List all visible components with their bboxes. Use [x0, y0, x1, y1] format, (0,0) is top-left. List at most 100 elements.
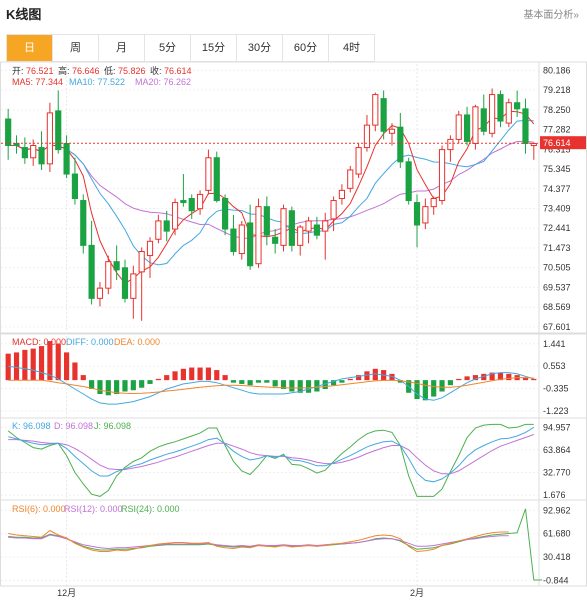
macd-bar — [339, 380, 345, 383]
macd-bar — [481, 373, 487, 381]
candle-body-down — [180, 200, 187, 204]
macd-bar — [356, 375, 362, 381]
macd-bar — [422, 380, 428, 401]
candle — [497, 90, 504, 128]
tab-30min[interactable]: 30分 — [237, 35, 283, 61]
kdj-y-tick: 94.957 — [543, 422, 571, 432]
candle-body-up — [46, 112, 53, 165]
d-legend: D: 96.098 — [54, 421, 93, 431]
candle — [238, 220, 245, 260]
candle — [438, 145, 446, 205]
fundamental-analysis-link[interactable]: 基本面分析» — [523, 10, 579, 21]
macd-bar — [347, 378, 353, 381]
candle-body-up — [330, 200, 337, 220]
candle — [121, 259, 129, 303]
tab-15min[interactable]: 15分 — [191, 35, 237, 61]
candle-body-down — [413, 202, 421, 226]
candle-body-down — [380, 98, 387, 132]
candle-body-down — [88, 244, 95, 299]
kdj-y-tick: 1.676 — [543, 490, 566, 500]
candle — [130, 265, 137, 319]
macd-bar — [105, 380, 111, 396]
candle — [88, 220, 95, 305]
tab-4hour[interactable]: 4时 — [329, 35, 374, 61]
candle-body-up — [280, 208, 287, 246]
candle — [63, 135, 70, 179]
candle-body-down — [21, 147, 28, 159]
macd-bar — [164, 375, 170, 381]
candle — [305, 216, 312, 244]
candle-body-down — [480, 108, 487, 132]
price-grid — [1, 69, 538, 328]
candle — [297, 224, 304, 256]
candle-body-up — [363, 124, 371, 149]
candle-body-up — [322, 220, 329, 232]
candle-body-up — [455, 114, 462, 140]
macd-bar — [130, 380, 136, 391]
x-tick-label: 2月 — [410, 588, 424, 598]
candle-body-up — [347, 169, 354, 189]
candle-body-up — [438, 149, 446, 202]
candle — [422, 198, 429, 230]
tab-day[interactable]: 日 — [7, 35, 53, 61]
candle — [530, 142, 537, 160]
candle-body-down — [38, 147, 45, 165]
tab-month[interactable]: 月 — [99, 35, 145, 61]
candle-body-down — [230, 228, 237, 252]
candle-body-up — [146, 240, 154, 257]
candle — [447, 135, 454, 162]
candle — [489, 88, 496, 138]
candles — [5, 88, 537, 321]
macd-bar — [322, 380, 328, 389]
candle — [338, 184, 346, 205]
macd-bar — [72, 362, 78, 381]
macd-bar — [389, 373, 395, 381]
candle — [205, 149, 212, 195]
macd-bar — [155, 378, 161, 381]
candle-body-up — [130, 273, 137, 299]
candle — [138, 247, 145, 321]
candle-body-up — [505, 102, 512, 124]
candle — [30, 139, 37, 166]
candle-body-up — [30, 145, 37, 159]
candle-body-up — [338, 189, 346, 199]
tab-week[interactable]: 周 — [53, 35, 99, 61]
candle-body-down — [163, 220, 170, 232]
price-y-tick: 69.537 — [543, 282, 571, 292]
candle-body-down — [522, 108, 529, 144]
candle-body-down — [188, 198, 195, 212]
candle — [188, 194, 195, 219]
candle-body-up — [305, 220, 312, 232]
candle — [230, 214, 237, 256]
macd-bar — [214, 370, 220, 381]
kdj-y-tick: 32.770 — [543, 468, 571, 478]
macd-bar — [447, 380, 453, 386]
candle-body-up — [96, 287, 104, 299]
candle — [288, 206, 295, 252]
candle-body-down — [272, 236, 279, 244]
macd-bar — [330, 380, 337, 386]
tab-60min[interactable]: 60分 — [283, 35, 329, 61]
macd-bar — [456, 378, 462, 381]
macd-bar — [230, 380, 237, 383]
tab-5min[interactable]: 5分 — [145, 35, 191, 61]
rsi12-legend: RSI(12): 0.000 — [64, 504, 123, 514]
macd-bar — [255, 380, 262, 383]
ma20-line — [8, 140, 534, 240]
current-price-label: 76.614 — [543, 138, 571, 148]
candle — [363, 114, 371, 152]
macd-y-tick: 1.441 — [543, 339, 566, 349]
macd-bar — [97, 380, 103, 395]
candle — [155, 214, 162, 244]
macd-bar — [314, 380, 320, 392]
ohlc-value: 75.826 — [118, 66, 146, 76]
candle-body-up — [171, 202, 179, 230]
candle — [171, 198, 179, 236]
candle-body-up — [205, 157, 212, 191]
ohlc-value: 76.521 — [26, 66, 54, 76]
candle — [222, 194, 229, 236]
kdj-j-line — [7, 423, 534, 497]
candle — [163, 210, 170, 242]
rsi6-line — [8, 529, 509, 553]
